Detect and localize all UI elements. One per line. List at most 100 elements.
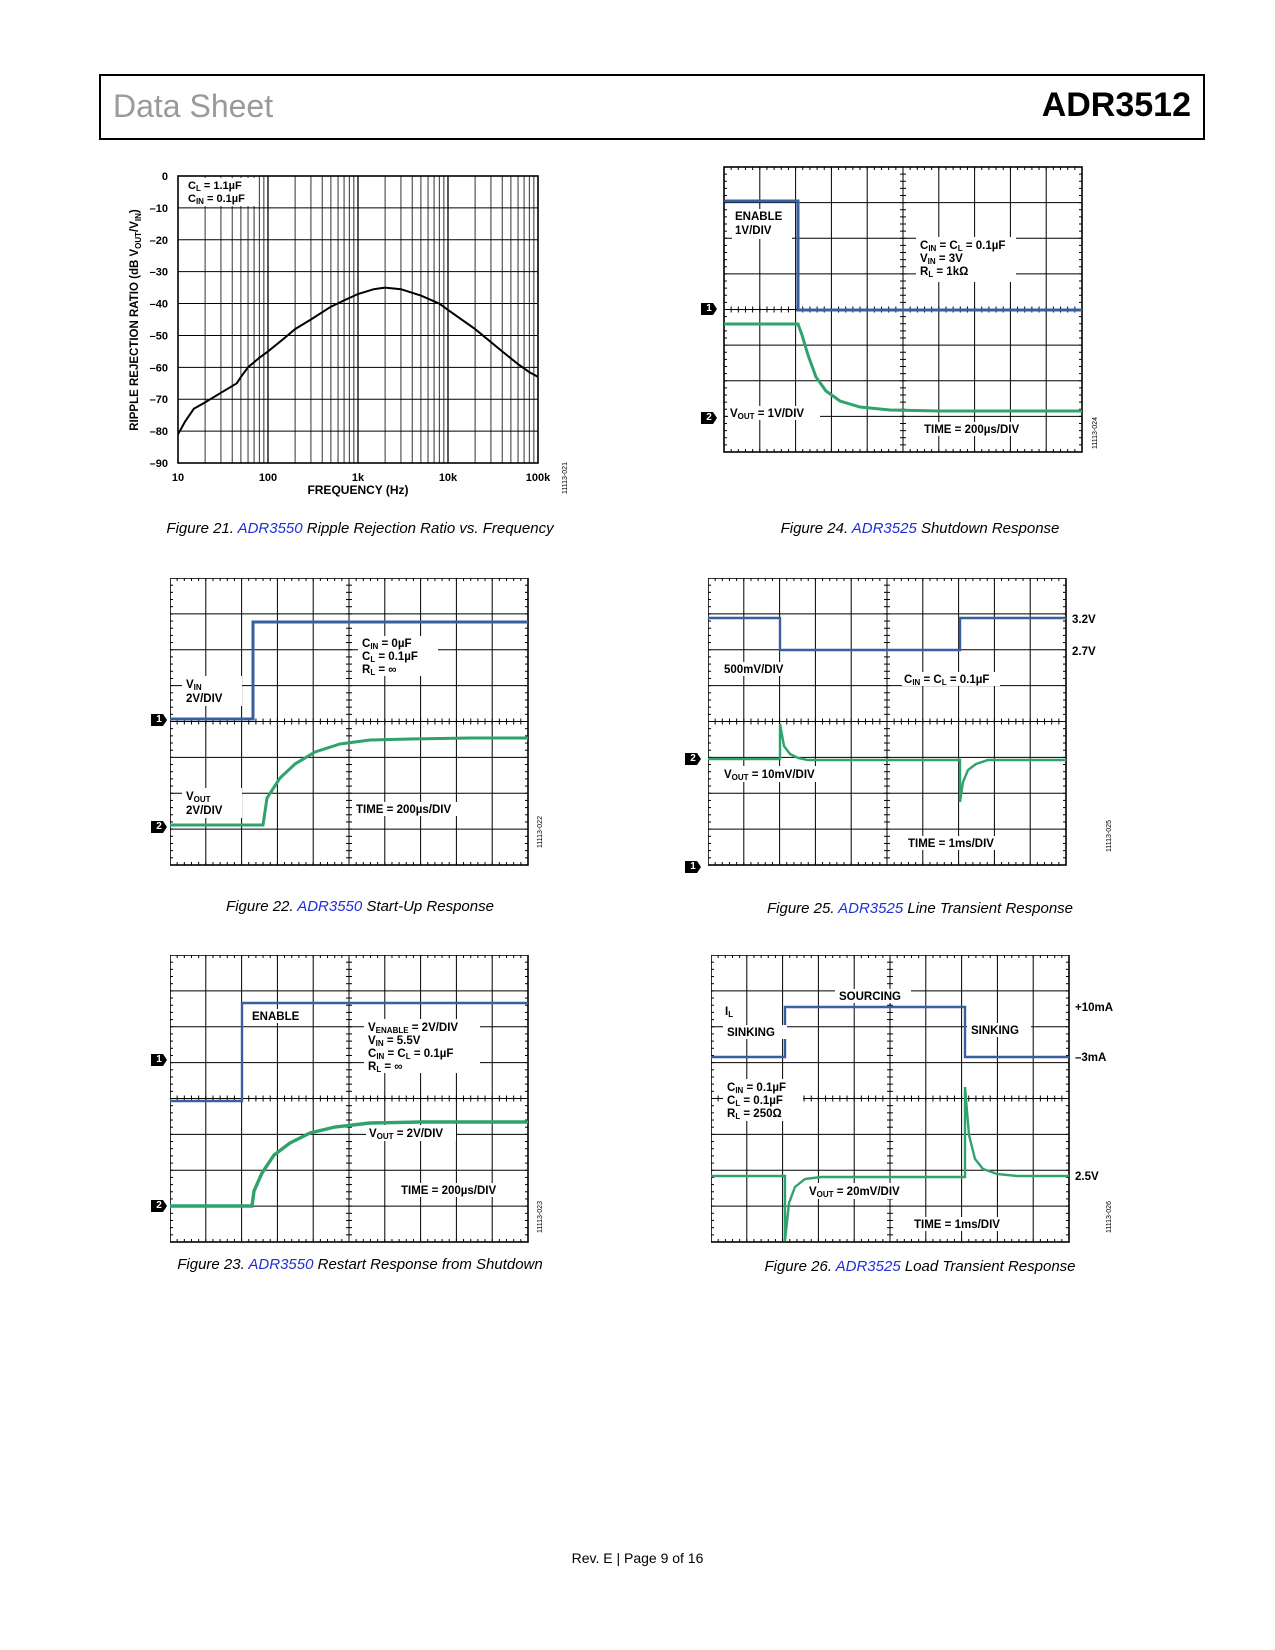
- header-title: Data Sheet: [113, 88, 274, 124]
- figure-22-caption: Figure 22. ADR3550 Start-Up Response: [226, 898, 494, 915]
- adr3525-link[interactable]: ADR3525: [835, 1258, 901, 1275]
- enable-scale-label: 1V/DIV: [735, 225, 772, 237]
- figure-26-scope: IL SOURCING SINKING SINKING CIN = 0.1µF …: [711, 955, 1113, 1243]
- x-tick-label: 10k: [439, 472, 458, 484]
- time-label: TIME = 200µs/DIV: [924, 424, 1019, 436]
- figure-25-caption: Figure 25. ADR3525 Line Transient Respon…: [766, 900, 1074, 917]
- il-trace: [711, 1005, 1069, 1059]
- enable-trace: [724, 199, 1082, 312]
- figure-24-scope: ENABLE 1V/DIV CIN = CL = 0.1µF VIN = 3V …: [723, 166, 1099, 453]
- condition-cin: CIN = 0µF: [362, 638, 411, 651]
- level-neg-label: –3mA: [1075, 1052, 1106, 1064]
- figure-23-caption: Figure 23. ADR3550 Restart Response from…: [177, 1256, 543, 1273]
- time-label: TIME = 200µs/DIV: [356, 804, 451, 816]
- adr3525-link[interactable]: ADR3525: [851, 520, 917, 537]
- condition-cin-cl: CIN = CL = 0.1µF: [920, 240, 1005, 253]
- page-header: Data Sheet ADR3512: [99, 74, 1205, 140]
- legend-cl: CL = 1.1µF: [188, 180, 242, 193]
- level-v-label: 2.5V: [1075, 1171, 1099, 1183]
- y-tick-label: –60: [150, 362, 168, 374]
- figure-code: 11113-023: [537, 1201, 544, 1233]
- marker-2: 2: [701, 412, 717, 424]
- condition-venable: VENABLE = 2V/DIV: [368, 1022, 458, 1035]
- condition-cl: CL = 0.1µF: [362, 651, 418, 664]
- figure-21-chart: 0 –10 –20 –30 –40 –50 –60 –70 –80 –90 10 100 1k 10k 1…: [129, 171, 569, 497]
- marker-2: 2: [151, 821, 167, 833]
- figure-24-caption: Figure 24. ADR3525 Shutdown Response: [780, 520, 1060, 537]
- marker-1: 1: [701, 303, 717, 315]
- figure-21-caption: Figure 21. ADR3550 Ripple Rejection Rati…: [166, 520, 554, 537]
- sourcing-label: SOURCING: [839, 991, 901, 1003]
- vout-trace: [724, 322, 1082, 413]
- page-footer: Rev. E | Page 9 of 16: [571, 1550, 704, 1566]
- level-pos-label: +10mA: [1075, 1002, 1113, 1014]
- y-tick-label: 0: [162, 171, 168, 183]
- figure-26-caption: Figure 26. ADR3525 Load Transient Respon…: [764, 1258, 1076, 1275]
- vout-scale-label: VOUT = 1V/DIV: [730, 408, 804, 421]
- il-label: IL: [725, 1006, 733, 1019]
- condition-rl: RL = ∞: [362, 664, 397, 677]
- legend-cin: CIN = 0.1µF: [188, 193, 245, 206]
- vout-scale-label: VOUT = 10mV/DIV: [724, 769, 815, 782]
- vin-scale-label: 2V/DIV: [186, 693, 223, 705]
- figure-code: 11113-025: [1106, 820, 1113, 852]
- time-label: TIME = 1ms/DIV: [914, 1219, 1000, 1231]
- vout-scale-label: VOUT = 20mV/DIV: [809, 1186, 900, 1199]
- y-axis-label: RIPPLE REJECTION RATIO (dB VOUT/VIN): [129, 209, 143, 431]
- vin-trace: [708, 616, 1066, 652]
- figure-22-scope: CIN = 0µF CL = 0.1µF RL = ∞ VIN 2V/DIV V…: [170, 578, 544, 866]
- adr3550-link[interactable]: ADR3550: [297, 898, 363, 915]
- vout-trace: [170, 1120, 528, 1208]
- figure-25-scope: 500mV/DIV CIN = CL = 0.1µF VOUT = 10mV/D…: [708, 578, 1113, 866]
- vout-trace: [708, 723, 1066, 803]
- figure-23-scope: ENABLE VENABLE = 2V/DIV VIN = 5.5V CIN =…: [170, 955, 544, 1243]
- condition-rl: RL = 250Ω: [727, 1108, 782, 1121]
- condition-vin: VIN = 3V: [920, 253, 963, 266]
- y-tick-label: –10: [150, 203, 168, 215]
- y-tick-label: –80: [150, 426, 168, 438]
- conditions-label: CIN = CL = 0.1µF: [904, 674, 989, 687]
- adr3550-link[interactable]: ADR3550: [248, 1256, 314, 1273]
- vout-label: VOUT: [186, 791, 211, 804]
- figure-code: 11113-026: [1106, 1201, 1113, 1233]
- marker-1: 1: [151, 714, 167, 726]
- vout-scale-label: VOUT = 2V/DIV: [369, 1128, 443, 1141]
- level-low-label: 2.7V: [1072, 646, 1096, 658]
- vout-trace: [170, 736, 528, 827]
- marker-1: 1: [151, 1054, 167, 1066]
- condition-cin: CIN = 0.1µF: [727, 1082, 786, 1095]
- time-label: TIME = 200µs/DIV: [401, 1185, 496, 1197]
- figure-code: 11113-024: [1092, 417, 1099, 449]
- adr3525-link[interactable]: ADR3525: [838, 900, 904, 917]
- level-high-label: 3.2V: [1072, 614, 1096, 626]
- figure-code: 11113-021: [562, 462, 569, 494]
- x-tick-label: 100: [259, 472, 277, 484]
- header-part-number: ADR3512: [1041, 86, 1191, 124]
- condition-cl: CL = 0.1µF: [727, 1095, 783, 1108]
- y-tick-label: –40: [150, 299, 168, 311]
- marker-1: 1: [685, 861, 701, 873]
- y-tick-label: –50: [150, 330, 168, 342]
- y-tick-label: –20: [150, 235, 168, 247]
- sinking-left-label: SINKING: [727, 1027, 775, 1039]
- y-tick-label: –30: [150, 267, 168, 279]
- marker-2: 2: [685, 753, 701, 765]
- x-tick-label: 100k: [526, 472, 551, 484]
- rrr-curve: [177, 286, 539, 435]
- vin-label: VIN: [186, 679, 202, 692]
- enable-label: ENABLE: [252, 1011, 300, 1023]
- figure-code: 11113-022: [537, 816, 544, 848]
- enable-trace: [170, 1001, 528, 1103]
- scale-label: 500mV/DIV: [724, 664, 784, 676]
- condition-cin-cl: CIN = CL = 0.1µF: [368, 1048, 453, 1061]
- adr3550-link[interactable]: ADR3550: [237, 520, 303, 537]
- vout-trace: [711, 1086, 1069, 1242]
- condition-rl: RL = ∞: [368, 1061, 403, 1074]
- marker-2: 2: [151, 1200, 167, 1212]
- x-tick-label: 1k: [352, 472, 365, 484]
- enable-label: ENABLE: [735, 211, 783, 223]
- x-axis-label: FREQUENCY (Hz): [307, 483, 408, 497]
- x-tick-label: 10: [172, 472, 184, 484]
- y-tick-label: –90: [150, 458, 168, 470]
- condition-vin: VIN = 5.5V: [368, 1035, 421, 1048]
